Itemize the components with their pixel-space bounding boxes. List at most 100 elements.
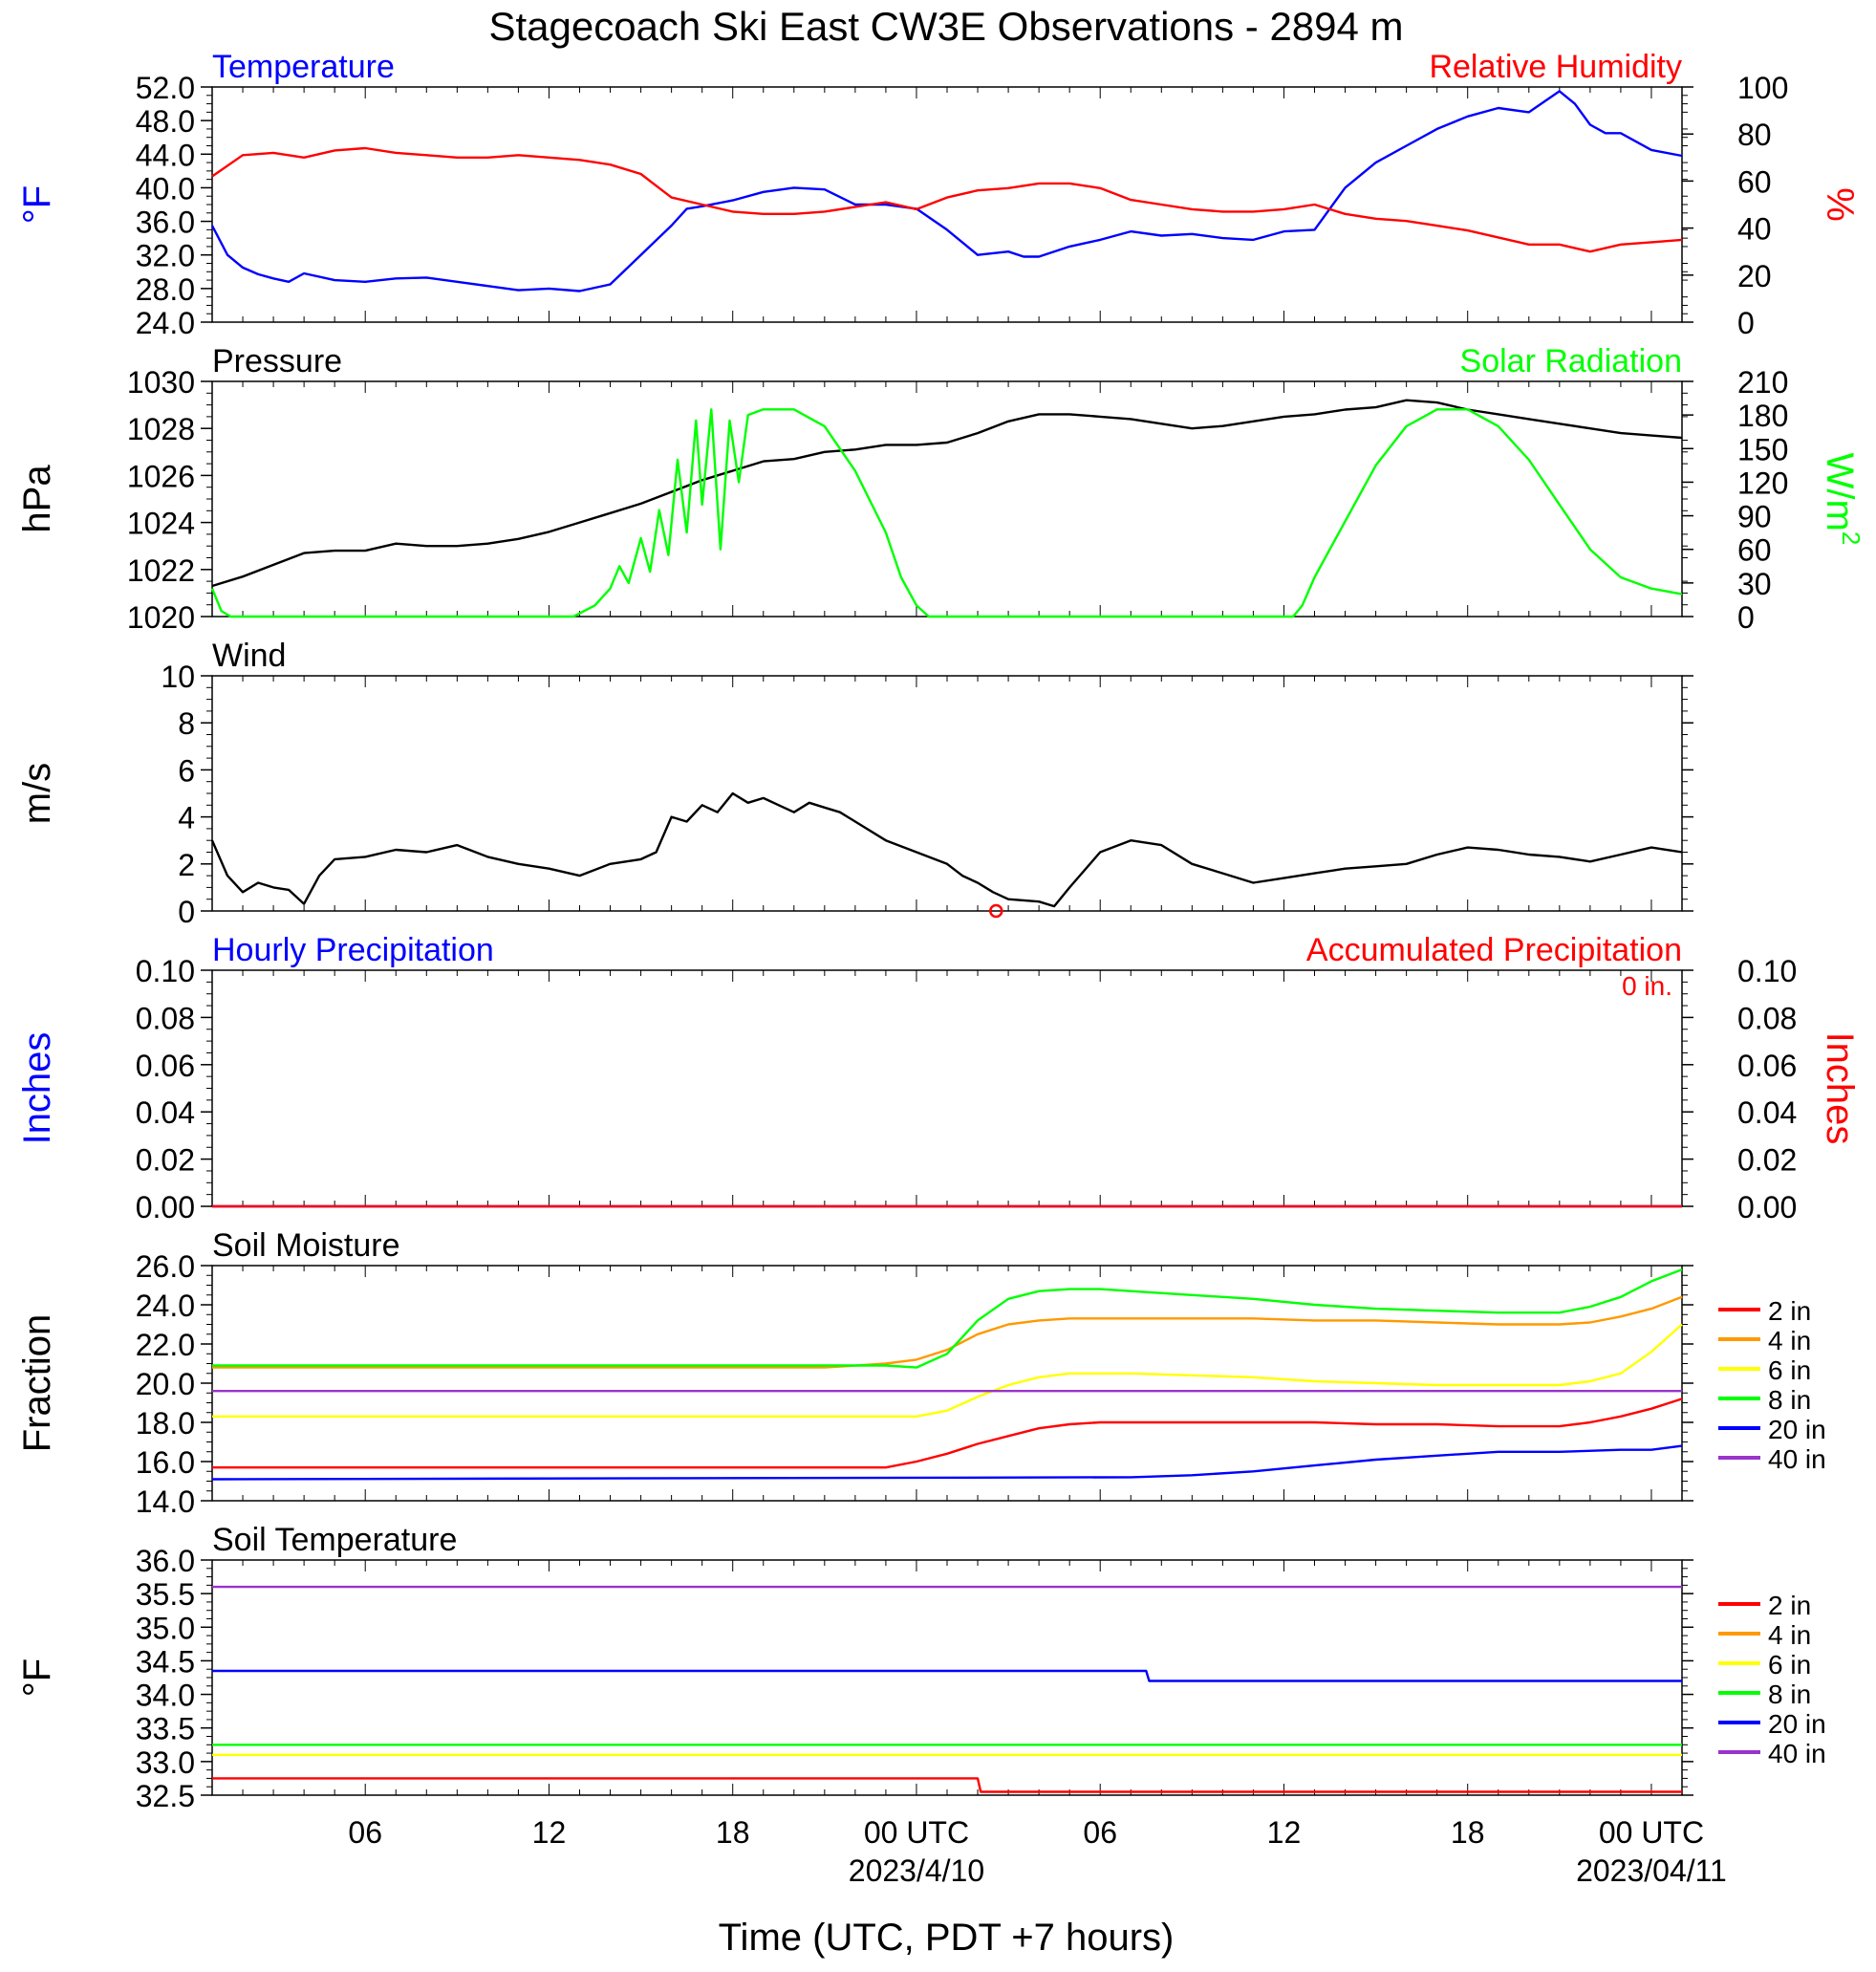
panel-precip-y-label-right: Inches (1819, 1032, 1861, 1145)
panel-wind-y-tick-label: 10 (161, 660, 195, 694)
panel-wind-y-tick-label: 8 (178, 706, 195, 741)
panel-pressure_solar-y-right-tick-label: 30 (1737, 567, 1772, 601)
panel-precip-y-tick-label: 0.00 (136, 1190, 195, 1224)
panel-pressure_solar-y-label-left: hPa (16, 465, 58, 533)
x-tick-label: 00 UTC (864, 1815, 969, 1850)
panel-soil_moisture-legend-label: 4 in (1768, 1326, 1811, 1355)
panel-pressure_solar-y-label-right: W/m2 (1819, 453, 1865, 546)
panel-precip-y-right-tick-label: 0.04 (1737, 1095, 1797, 1130)
panel-precip-y-label-left: Inches (16, 1032, 58, 1145)
panel-temp_rh-y-right-tick-label: 40 (1737, 212, 1772, 247)
panel-precip-y-tick-label: 0.06 (136, 1049, 195, 1083)
panel-soil_moisture-y-tick-label: 14.0 (136, 1484, 195, 1519)
panel-soil_moisture-y-tick-label: 22.0 (136, 1328, 195, 1362)
panel-soil_temperature-y-tick-label: 34.0 (136, 1679, 195, 1713)
panel-soil_moisture-y-tick-label: 18.0 (136, 1406, 195, 1441)
panel-soil_temperature-legend-label: 8 in (1768, 1679, 1811, 1709)
panel-soil_temperature-legend-label: 40 in (1768, 1739, 1826, 1768)
panel-pressure_solar-y-tick-label: 1026 (127, 459, 195, 493)
panel-precip-y-tick-label: 0.02 (136, 1143, 195, 1178)
panel-soil_moisture-legend-label: 20 in (1768, 1415, 1826, 1444)
panel-temp_rh-y-right-tick-label: 0 (1737, 306, 1755, 340)
panel-soil_moisture-y-tick-label: 24.0 (136, 1289, 195, 1323)
panel-soil_moisture-legend-label: 40 in (1768, 1444, 1826, 1474)
panel-pressure_solar-y-tick-label: 1028 (127, 412, 195, 446)
panel-temp_rh-y-right-tick-label: 100 (1737, 71, 1788, 105)
panel-soil_moisture-y-tick-label: 26.0 (136, 1249, 195, 1284)
x-axis-label: Time (UTC, PDT +7 hours) (719, 1917, 1175, 1959)
panel-pressure_solar-y-label-right-superscript: 2 (1837, 531, 1865, 545)
panel-temp_rh-y-tick-label: 48.0 (136, 104, 195, 139)
panel-soil_temperature-legend-label: 4 in (1768, 1620, 1811, 1650)
panel-temp_rh-y-tick-label: 40.0 (136, 171, 195, 206)
panel-soil_moisture-legend-label: 8 in (1768, 1385, 1811, 1415)
panel-soil_moisture-y-tick-label: 20.0 (136, 1367, 195, 1401)
panel-precip-title-left: Hourly Precipitation (212, 932, 494, 968)
panel-pressure_solar-y-right-tick-label: 150 (1737, 432, 1788, 466)
panel-precip-y-right-tick-label: 0.08 (1737, 1001, 1797, 1035)
panel-pressure_solar-y-tick-label: 1022 (127, 553, 195, 588)
panel-precip-annotation: 0 in. (1622, 971, 1672, 1001)
panel-temp_rh-y-tick-label: 24.0 (136, 306, 195, 340)
panel-wind-title-left: Wind (212, 638, 286, 674)
panel-pressure_solar-y-right-tick-label: 90 (1737, 500, 1772, 534)
panel-pressure_solar-y-tick-label: 1020 (127, 600, 195, 635)
panel-wind-y-tick-label: 0 (178, 895, 195, 929)
panel-temp_rh-y-right-tick-label: 60 (1737, 164, 1772, 199)
panel-pressure_solar-title-left: Pressure (212, 343, 342, 379)
x-tick-date-label: 2023/4/10 (849, 1853, 984, 1888)
panel-temp_rh-y-tick-label: 36.0 (136, 206, 195, 240)
panel-soil_moisture-y-label-left: Fraction (16, 1314, 58, 1453)
panel-temp_rh-y-tick-label: 44.0 (136, 138, 195, 172)
panel-soil_moisture-y-tick-label: 16.0 (136, 1445, 195, 1480)
panel-soil_temperature-y-tick-label: 35.5 (136, 1577, 195, 1612)
x-tick-label: 12 (1267, 1815, 1302, 1850)
panel-soil_temperature-y-tick-label: 34.5 (136, 1644, 195, 1679)
x-tick-label: 12 (532, 1815, 567, 1850)
x-tick-label: 06 (348, 1815, 382, 1850)
panel-soil_temperature-y-tick-label: 32.5 (136, 1779, 195, 1813)
x-tick-date-label: 2023/04/11 (1576, 1853, 1727, 1888)
panel-temp_rh-y-tick-label: 52.0 (136, 71, 195, 105)
panel-soil_temperature-y-tick-label: 36.0 (136, 1544, 195, 1578)
panel-precip-y-tick-label: 0.08 (136, 1001, 195, 1035)
panel-temp_rh-y-right-tick-label: 80 (1737, 118, 1772, 152)
panel-soil_temperature-legend-label: 20 in (1768, 1709, 1826, 1739)
panel-soil_moisture-legend-label: 2 in (1768, 1296, 1811, 1326)
panel-soil_temperature-y-label-left: °F (16, 1658, 58, 1697)
panel-wind-y-tick-label: 6 (178, 753, 195, 788)
panel-precip-y-right-tick-label: 0.02 (1737, 1143, 1797, 1178)
panel-soil_temperature-y-tick-label: 33.5 (136, 1712, 195, 1746)
panel-pressure_solar-y-tick-label: 1024 (127, 507, 195, 541)
panel-temp_rh-y-tick-label: 32.0 (136, 239, 195, 273)
panel-pressure_solar-y-right-tick-label: 60 (1737, 533, 1772, 568)
panel-pressure_solar-y-right-tick-label: 210 (1737, 365, 1788, 400)
panel-wind-y-label-left: m/s (16, 763, 58, 824)
panel-temp_rh-y-label-left: °F (16, 185, 58, 224)
panel-temp_rh-title-right: Relative Humidity (1429, 49, 1682, 85)
panel-wind-y-tick-label: 4 (178, 801, 195, 835)
panel-temp_rh-y-label-right: % (1819, 187, 1861, 222)
panel-soil_temperature-title-left: Soil Temperature (212, 1522, 457, 1558)
x-tick-label: 00 UTC (1599, 1815, 1704, 1850)
panel-precip-y-right-tick-label: 0.00 (1737, 1190, 1797, 1224)
panel-precip-y-right-tick-label: 0.10 (1737, 954, 1797, 988)
panel-pressure_solar-y-right-tick-label: 180 (1737, 399, 1788, 433)
panel-pressure_solar-y-right-tick-label: 120 (1737, 466, 1788, 500)
panel-soil_temperature-y-tick-label: 35.0 (136, 1611, 195, 1645)
figure-title: Stagecoach Ski East CW3E Observations - … (488, 4, 1403, 49)
panel-precip-title-right: Accumulated Precipitation (1306, 932, 1682, 968)
panel-wind-y-tick-label: 2 (178, 848, 195, 882)
panel-temp_rh-y-tick-label: 28.0 (136, 272, 195, 307)
panel-soil_moisture-title-left: Soil Moisture (212, 1227, 400, 1264)
panel-precip-y-right-tick-label: 0.06 (1737, 1049, 1797, 1083)
panel-soil_temperature-legend-label: 2 in (1768, 1591, 1811, 1620)
panel-temp_rh-y-right-tick-label: 20 (1737, 259, 1772, 293)
panel-pressure_solar-y-right-tick-label: 0 (1737, 600, 1755, 635)
x-tick-label: 06 (1083, 1815, 1117, 1850)
panel-precip-y-tick-label: 0.10 (136, 954, 195, 988)
panel-precip-y-tick-label: 0.04 (136, 1095, 195, 1130)
panel-soil_temperature-y-tick-label: 33.0 (136, 1745, 195, 1780)
